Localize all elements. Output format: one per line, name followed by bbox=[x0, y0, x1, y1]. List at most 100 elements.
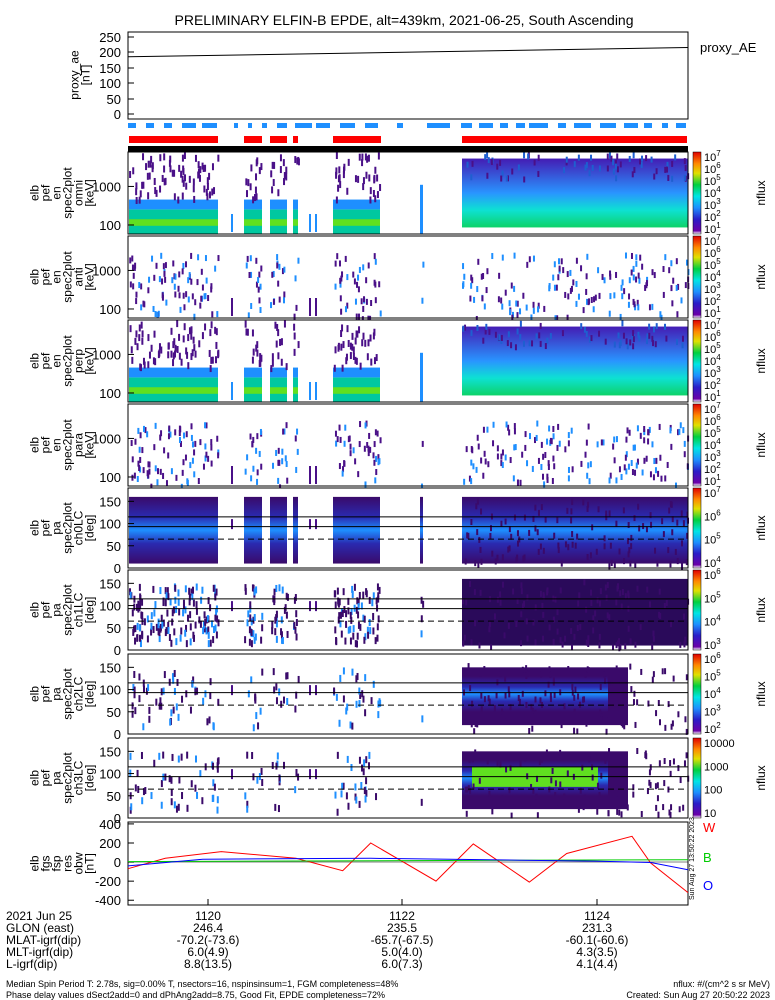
spectrogram-pixels bbox=[129, 252, 690, 323]
colorbar-tick: 106 bbox=[704, 651, 721, 666]
pa-ytick: 50 bbox=[107, 539, 121, 554]
pa-ylabel-line: pef bbox=[39, 769, 53, 786]
colorbar-tick: 100 bbox=[704, 785, 722, 797]
pa-ylabel-line: pef bbox=[39, 685, 53, 702]
footer-note-1: Median Spin Period T: 2.78s, sig=0.00% T… bbox=[6, 979, 398, 989]
colorbar-tick: 10000 bbox=[704, 738, 735, 750]
energy-ytick: 100 bbox=[99, 302, 121, 317]
colorbar-tick: 106 bbox=[704, 508, 721, 523]
footer-row-value: 4.3(3.5) bbox=[576, 945, 617, 959]
field-ytick: 400 bbox=[99, 817, 121, 832]
proxy-ytick: 50 bbox=[107, 92, 121, 107]
pa-ylabel-line: ch1LC bbox=[72, 592, 86, 627]
energy-spectrogram-4: 1000100elbpefenspec2plotpara[keV]1071061… bbox=[28, 401, 768, 491]
energy-spectrogram-2: 1000100elbpefenspec2plotanti[keV]1071061… bbox=[28, 233, 768, 323]
energy-ylabel-line: en bbox=[50, 438, 64, 451]
proxy-ytick: 150 bbox=[99, 61, 121, 76]
footer-note-2: Phase delay values dSect2add=0 and dPhAn… bbox=[6, 990, 385, 1000]
pa-ytick: 150 bbox=[99, 744, 121, 759]
field-ytick: 200 bbox=[99, 836, 121, 851]
pa-ylabel-line: pef bbox=[39, 601, 53, 618]
footer-row-label: MLT-igrf(dip) bbox=[6, 945, 73, 959]
spectrogram-pixels bbox=[129, 320, 688, 402]
colorbar-tick: 105 bbox=[704, 590, 721, 605]
pa-ytick: 0 bbox=[114, 727, 121, 742]
colorbar-tick: 105 bbox=[704, 669, 721, 684]
pa-ylabel-line: pa bbox=[50, 521, 64, 535]
pa-ylabel-line: [deg] bbox=[83, 765, 97, 792]
proxy-ae-ylabel: proxy_ae[nT] bbox=[68, 50, 93, 100]
pa-ylabel-line: spec2plot bbox=[61, 668, 75, 720]
field-series-B bbox=[127, 859, 689, 863]
field-ytick: -200 bbox=[95, 874, 121, 889]
spectrogram-pixels bbox=[129, 152, 690, 234]
energy-ylabel-line: elb bbox=[28, 269, 42, 285]
footer-row-label: MLAT-igrf(dip) bbox=[6, 933, 81, 947]
energy-ylabel-line: [keV] bbox=[83, 179, 97, 206]
proxy-ytick: 100 bbox=[99, 76, 121, 91]
pa-ytick: 50 bbox=[107, 621, 121, 636]
pa-ytick: 0 bbox=[114, 561, 121, 576]
colorbar-tick: 105 bbox=[704, 532, 721, 547]
colorbar-tick: 104 bbox=[704, 614, 721, 629]
pa-ylabel-line: elb bbox=[28, 686, 42, 702]
footer-row-value: 246.4 bbox=[193, 921, 223, 935]
pitch-angle-spectrogram-2: 150100500elbpefpaspec2plotch1LC[deg]1061… bbox=[28, 567, 769, 658]
pa-ytick: 50 bbox=[107, 789, 121, 804]
pa-ylabel-line: elb bbox=[28, 770, 42, 786]
pa-colorbar: 106 105 104 103 102 nflux bbox=[692, 651, 768, 736]
footer-row-value: 235.5 bbox=[387, 921, 417, 935]
colorbar-title: nflux bbox=[754, 515, 768, 540]
energy-ylabel-line: pef bbox=[39, 352, 53, 369]
colorbar-title: nflux bbox=[754, 765, 768, 790]
footer-row-value: -70.2(-73.6) bbox=[177, 933, 240, 947]
energy-ytick: 1000 bbox=[92, 263, 121, 278]
pa-ylabel-line: spec2plot bbox=[61, 752, 75, 804]
spectrogram-pixels bbox=[129, 496, 690, 570]
energy-ytick: 100 bbox=[99, 470, 121, 485]
pa-ytick: 50 bbox=[107, 705, 121, 720]
energy-spectrogram-1: 1000100elbpefenspec2plotomni[keV]1071061… bbox=[28, 149, 769, 236]
field-series-O bbox=[127, 857, 689, 871]
pa-ylabel-line: pa bbox=[50, 603, 64, 617]
energy-ylabel-line: elb bbox=[28, 185, 42, 201]
energy-ylabel-line: pef bbox=[39, 436, 53, 453]
energy-ytick: 1000 bbox=[92, 179, 121, 194]
figure-title: PRELIMINARY ELFIN-B EPDE, alt=439km, 202… bbox=[175, 12, 634, 28]
energy-ylabel-line: [keV] bbox=[83, 347, 97, 374]
pa-ylabel-line: spec2plot bbox=[61, 502, 75, 554]
spectrogram-pixels bbox=[129, 578, 690, 652]
pa-ytick: 100 bbox=[99, 517, 121, 532]
spectrogram-pixels bbox=[130, 420, 690, 491]
energy-ylabel-line: [keV] bbox=[83, 263, 97, 290]
pa-ytick: 150 bbox=[99, 576, 121, 591]
pa-ylabel-line: [deg] bbox=[83, 597, 97, 624]
pa-ytick: 0 bbox=[114, 811, 121, 826]
colorbar-title: nflux bbox=[754, 597, 768, 622]
field-ylabel-line: elb bbox=[28, 855, 42, 871]
field-series-W bbox=[127, 835, 689, 893]
pa-ylabel-line: elb bbox=[28, 520, 42, 536]
colorbar-tick: 1000 bbox=[704, 761, 728, 773]
energy-ylabel-line: elb bbox=[28, 437, 42, 453]
field-ylabel-line: fsp bbox=[50, 855, 64, 871]
colorbar-title: nflux bbox=[754, 681, 768, 706]
fgm-bar bbox=[128, 146, 688, 152]
status-bars bbox=[128, 123, 688, 152]
footer-created: Created: Sun Aug 27 20:50:22 2023 bbox=[626, 990, 770, 1000]
field-legend-O: O bbox=[703, 878, 713, 893]
footer-row-value: 6.0(7.3) bbox=[381, 957, 422, 971]
energy-ytick: 1000 bbox=[92, 431, 121, 446]
colorbar-title: nflux bbox=[754, 432, 768, 457]
pa-ytick: 100 bbox=[99, 683, 121, 698]
colorbar-title: nflux bbox=[754, 264, 768, 289]
footer-row-value: 1120 bbox=[195, 909, 221, 923]
pa-ylabel-line: ch2LC bbox=[72, 676, 86, 711]
